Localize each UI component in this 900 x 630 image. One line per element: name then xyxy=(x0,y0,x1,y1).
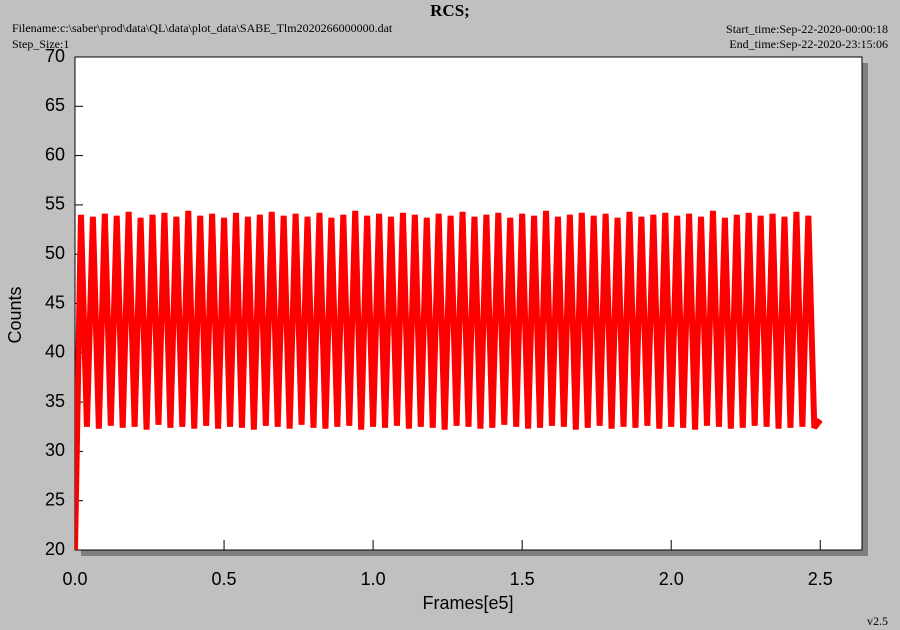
x-axis-label: Frames[e5] xyxy=(422,593,513,613)
plot-area xyxy=(74,56,863,551)
x-tick-label: 0.0 xyxy=(62,569,87,589)
y-tick-label: 55 xyxy=(45,194,65,214)
x-tick-label: 2.0 xyxy=(659,569,684,589)
y-tick-label: 60 xyxy=(45,144,65,164)
y-tick-label: 65 xyxy=(45,95,65,115)
x-tick-label: 1.5 xyxy=(510,569,535,589)
y-axis-label: Counts xyxy=(5,286,25,343)
y-tick-label: 35 xyxy=(45,391,65,411)
filename: Filename:c:\saber\prod\data\QL\data\plot… xyxy=(12,21,393,35)
y-tick-label: 30 xyxy=(45,440,65,460)
data-line xyxy=(75,210,823,550)
y-tick-label: 50 xyxy=(45,243,65,263)
start-time: Start_time:Sep-22-2020-00:00:18 xyxy=(726,22,888,36)
y-tick-label: 25 xyxy=(45,489,65,509)
x-tick-label: 2.5 xyxy=(808,569,833,589)
version: v2.5 xyxy=(867,614,888,628)
y-tick-label: 70 xyxy=(45,46,65,66)
chart-title: RCS; xyxy=(430,1,470,20)
step-size: Step_Size:1 xyxy=(12,37,69,51)
y-tick-label: 20 xyxy=(45,539,65,559)
y-tick-label: 45 xyxy=(45,292,65,312)
end-time: End_time:Sep-22-2020-23:15:06 xyxy=(729,37,888,51)
x-tick-label: 1.0 xyxy=(361,569,386,589)
x-tick-label: 0.5 xyxy=(212,569,237,589)
y-tick-label: 40 xyxy=(45,342,65,362)
